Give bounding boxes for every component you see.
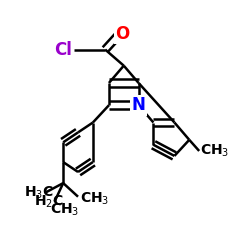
Text: Cl: Cl — [54, 40, 72, 58]
Text: N: N — [132, 96, 145, 114]
Text: CH$_3$: CH$_3$ — [50, 202, 79, 218]
Text: CH$_3$: CH$_3$ — [200, 143, 230, 159]
Text: O: O — [116, 24, 130, 42]
Text: H$_2$C: H$_2$C — [34, 194, 63, 210]
Text: CH$_3$: CH$_3$ — [80, 191, 109, 207]
Text: H$_3$C: H$_3$C — [24, 185, 54, 201]
